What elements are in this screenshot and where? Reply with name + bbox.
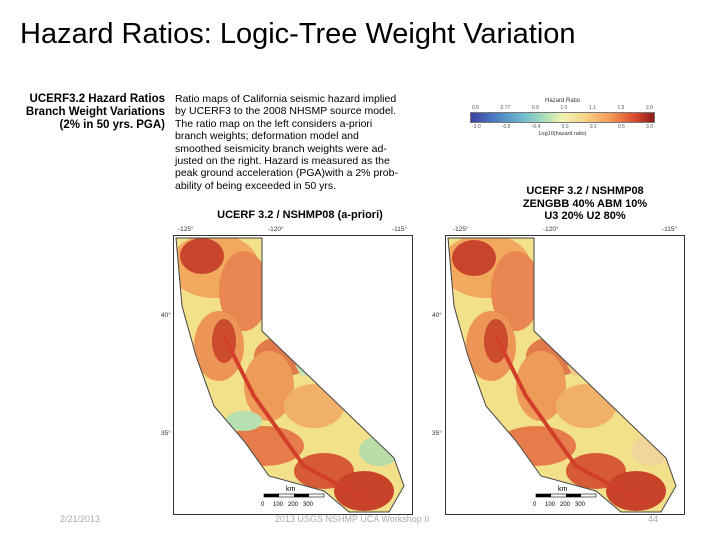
footer-page-number: 44: [648, 514, 659, 524]
hazard-ratio-legend: Hazard Ratio 0.5 0.77 0.9 1.0 1.1 1.5 2.…: [470, 98, 655, 137]
scale-label: km: [286, 486, 296, 493]
scale-tick: 100: [273, 502, 284, 508]
left-lon-tick: -115°: [392, 226, 408, 233]
legend-bottom-tick: -0.4: [531, 124, 541, 130]
left-lon-tick: -120°: [268, 226, 284, 233]
legend-top-tick: 1.0: [560, 105, 568, 111]
legend-top-tick: 1.5: [617, 105, 625, 111]
legend-bottom-tick: 0.5: [617, 124, 625, 130]
legend-top-tick: 0.9: [531, 105, 539, 111]
scale-tick: 0: [261, 502, 265, 508]
legend-top-tick: 2.0: [645, 105, 653, 111]
legend-bottom-tick: -0.5: [501, 124, 511, 130]
right-lon-tick: -115°: [662, 226, 678, 233]
scale-tick: 300: [575, 502, 586, 508]
right-hazard-map: km 0 100 200 300: [445, 235, 685, 515]
right-lon-tick: -125°: [453, 226, 469, 233]
left-hazard-map: km 0 100 200 300: [173, 235, 413, 515]
legend-bottom-tick: 0.1: [589, 124, 597, 130]
legend-top-ticks: 0.5 0.77 0.9 1.0 1.1 1.5 2.0: [472, 105, 653, 111]
legend-bottom-tick: 0.0: [561, 124, 569, 130]
description-text: Ratio maps of California seismic hazard …: [175, 93, 398, 192]
legend-top-tick: 0.77: [500, 105, 511, 111]
right-hazard-map-graphic: km 0 100 200 300: [446, 236, 684, 514]
scale-bar: km 0 100 200 300: [533, 486, 597, 508]
scale-tick: 300: [303, 502, 314, 508]
left-lat-tick: 40°: [161, 312, 171, 319]
left-lat-tick: 35°: [161, 430, 171, 437]
footer-date: 2/21/2013: [60, 514, 101, 524]
left-map-title: UCERF 3.2 / NSHMP08 (a-priori): [217, 209, 383, 221]
legend-bottom-tick: 3.0: [646, 124, 653, 130]
scale-bar: km 0 100 200 300: [261, 486, 325, 508]
scale-tick: 200: [560, 502, 571, 508]
legend-top-tick: 1.1: [588, 105, 596, 111]
scale-tick: 200: [288, 502, 299, 508]
legend-colorbar: [470, 112, 655, 123]
right-map-title: UCERF 3.2 / NSHMP08 ZENGBB 40% ABM 10% U…: [522, 185, 648, 222]
legend-bottom-tick: -3.0: [472, 124, 481, 130]
right-lat-tick: 40°: [432, 312, 442, 319]
right-lat-tick: 35°: [432, 430, 442, 437]
side-title: UCERF3.2 Hazard Ratios Branch Weight Var…: [25, 93, 165, 131]
slide-title: Hazard Ratios: Logic-Tree Weight Variati…: [20, 18, 576, 50]
legend-bottom-ticks: -3.0 -0.5 -0.4 0.0 0.1 0.5 3.0: [472, 124, 653, 130]
left-lon-tick: -125°: [178, 226, 194, 233]
right-lon-tick: -120°: [543, 226, 559, 233]
scale-tick: 100: [545, 502, 556, 508]
legend-top-tick: 0.5: [472, 105, 479, 111]
footer-center: 2013 USGS NSHMP UCA Workshop II: [275, 514, 430, 524]
legend-title: Hazard Ratio: [544, 98, 580, 104]
scale-label: km: [558, 486, 568, 493]
scale-tick: 0: [533, 502, 537, 508]
legend-bottom-label: Log10(hazard ratio): [538, 131, 587, 137]
left-hazard-map-graphic: km 0 100 200 300: [174, 236, 412, 514]
